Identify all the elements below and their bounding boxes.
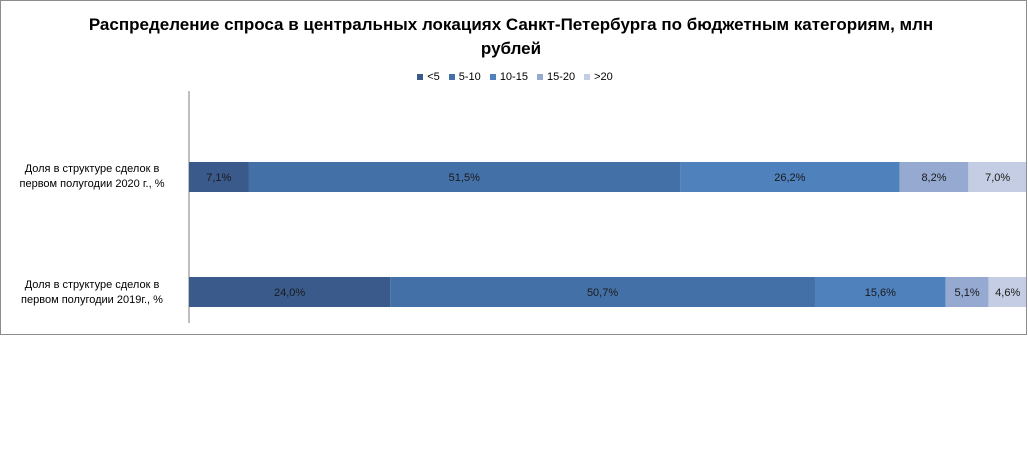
data-label-2019-s2: 15,6%: [865, 287, 896, 299]
data-label-2020-s3: 8,2%: [921, 172, 946, 184]
data-label-2019-s3: 5,1%: [955, 287, 980, 299]
data-label-2020-s4: 7,0%: [985, 172, 1010, 184]
plot-area: 7,1% 51,5% 26,2% 8,2% 7,0% 24,0% 50,7% 15,6% 5,1…: [1, 1, 1027, 335]
data-label-2019-s1: 50,7%: [587, 287, 618, 299]
data-label-2019-s4: 4,6%: [995, 287, 1020, 299]
data-label-2020-s2: 26,2%: [774, 172, 805, 184]
data-label-2020-s1: 51,5%: [449, 172, 480, 184]
data-label-2020-s0: 7,1%: [206, 172, 231, 184]
chart-frame: Распределение спроса в центральных локац…: [0, 0, 1027, 335]
data-label-2019-s0: 24,0%: [274, 287, 305, 299]
